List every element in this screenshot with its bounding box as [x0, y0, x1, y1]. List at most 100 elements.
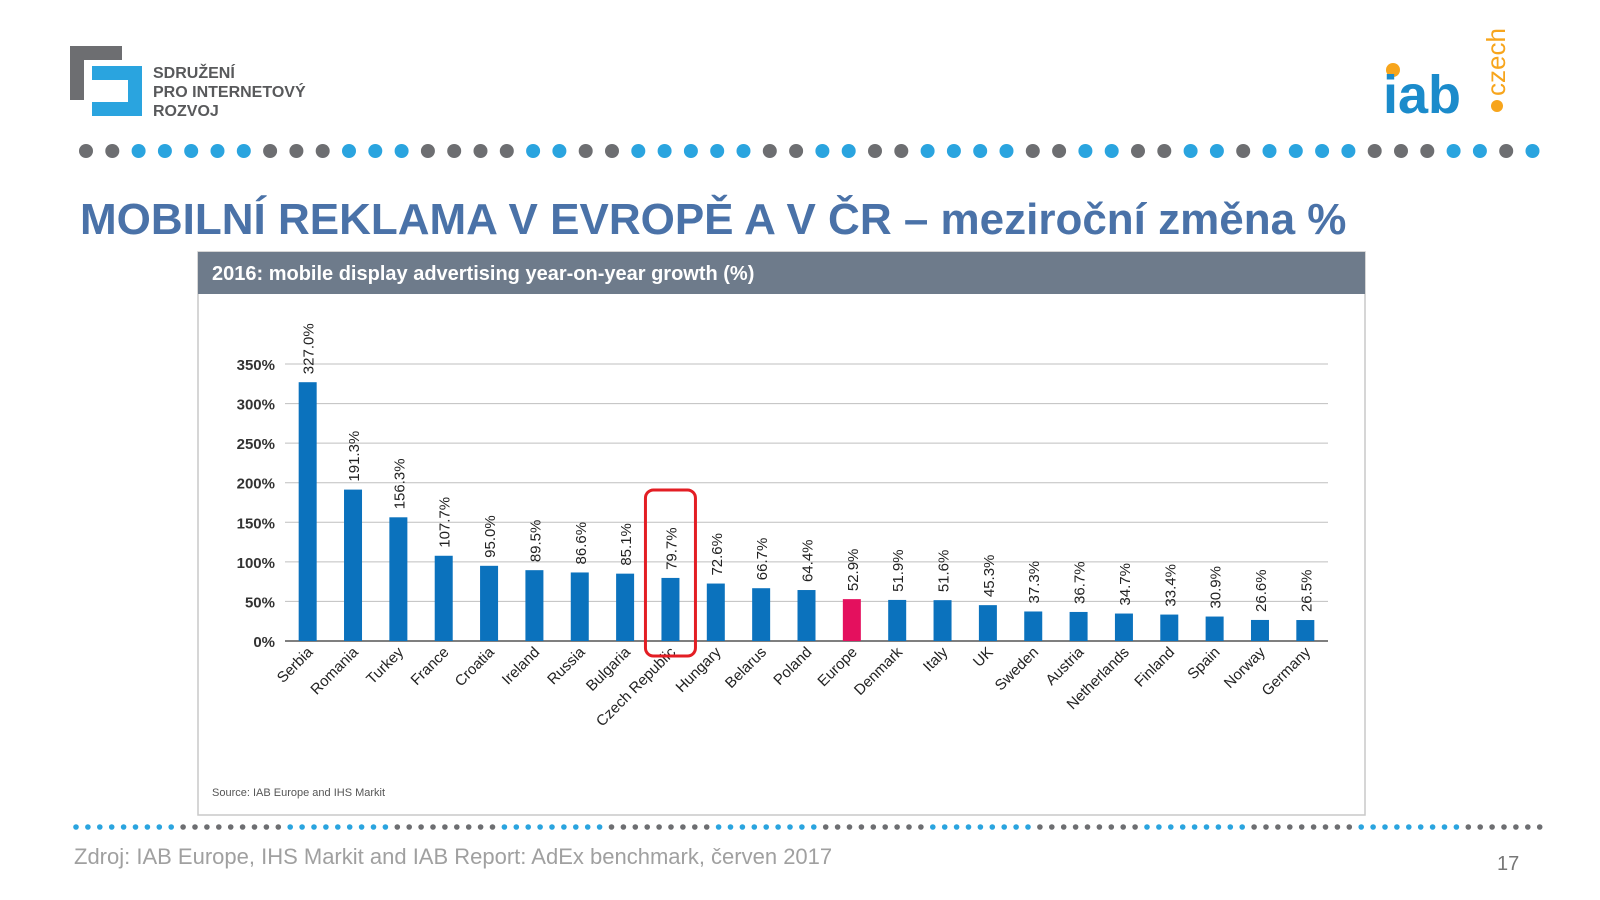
divider-dot — [1025, 824, 1031, 830]
bar — [706, 583, 725, 641]
divider-dot — [561, 824, 567, 830]
divider-dot — [85, 824, 91, 830]
divider-dot — [1322, 824, 1329, 830]
bar — [1205, 616, 1224, 641]
divider-dot — [584, 824, 591, 830]
divider-dot — [1341, 144, 1356, 158]
value-label: 51.9% — [890, 549, 907, 592]
divider-dot — [108, 824, 115, 830]
divider-dot — [1370, 824, 1376, 830]
divider-dot — [382, 824, 389, 830]
divider-dot — [834, 824, 841, 830]
divider-dot — [358, 824, 365, 830]
divider-dot — [97, 824, 103, 830]
value-label: 156.3% — [391, 458, 408, 509]
divider-dot — [1096, 824, 1103, 830]
divider-dot — [311, 824, 317, 830]
divider-dot — [1287, 824, 1293, 830]
divider-dot — [204, 824, 210, 830]
divider-dot — [105, 144, 120, 158]
y-tick-label: 250% — [237, 436, 275, 453]
divider-dot — [1157, 144, 1172, 158]
divider-dot — [549, 824, 555, 830]
bar — [389, 517, 408, 641]
divider-dot — [1209, 144, 1224, 158]
value-label: 72.6% — [709, 533, 726, 576]
logo-dot — [1491, 100, 1503, 112]
divider-dot — [946, 144, 961, 158]
bar — [1296, 620, 1315, 641]
bar — [752, 588, 771, 641]
divider-dot — [370, 824, 377, 830]
divider-dot — [1104, 144, 1119, 158]
divider-dot — [822, 824, 829, 830]
divider-dot — [525, 824, 531, 830]
divider-dot — [1465, 824, 1472, 830]
plot: 0%50%100%150%200%250%300%350% 327.0%Serbi… — [237, 323, 1328, 730]
bar — [797, 590, 816, 641]
divider-dot — [499, 144, 514, 158]
divider-dot — [1441, 824, 1448, 830]
value-label: 34.7% — [1117, 563, 1134, 606]
divider-dot — [631, 144, 646, 158]
divider-dot — [906, 824, 912, 830]
divider-dot — [1536, 824, 1543, 830]
divider-dot — [323, 824, 329, 830]
bar — [525, 570, 544, 641]
divider-dot — [394, 824, 401, 830]
divider-dot — [1334, 824, 1341, 830]
value-label: 95.0% — [482, 515, 499, 558]
divider-dot — [73, 824, 79, 830]
divider-dot — [144, 824, 151, 830]
slide-title: MOBILNÍ REKLAMA V EVROPĚ A V ČR – meziro… — [80, 193, 1346, 244]
divider-dot — [989, 824, 996, 830]
bar — [1160, 614, 1179, 641]
divider-dot — [1132, 824, 1138, 830]
divider-dot — [620, 824, 627, 830]
divider-dot — [1078, 144, 1093, 158]
divider-dot — [870, 824, 877, 830]
divider-dot — [1367, 144, 1382, 158]
divider-dot — [180, 824, 186, 830]
bar — [888, 599, 907, 641]
divider-dot — [1108, 824, 1115, 830]
divider-dot — [999, 144, 1014, 158]
divider-dot — [346, 824, 353, 830]
divider-dot — [236, 144, 251, 158]
divider-dot — [420, 144, 435, 158]
divider-dot — [537, 824, 543, 830]
divider-dot — [1179, 824, 1186, 830]
divider-dot — [815, 144, 830, 158]
logo-text: czech — [1481, 28, 1511, 96]
divider-dot — [1501, 824, 1507, 830]
divider-dot — [715, 824, 722, 830]
divider-dot — [1131, 144, 1145, 158]
logo-text: iab — [1383, 65, 1461, 125]
divider-dot — [656, 824, 662, 830]
y-tick-label: 100% — [237, 555, 275, 572]
value-label: 37.3% — [1026, 561, 1043, 604]
divider-dot — [1191, 824, 1198, 830]
logo-left: SDRUŽENÍ PRO INTERNETOVÝ ROZVOJ — [70, 46, 306, 120]
divider — [73, 824, 1543, 830]
logo-text: PRO INTERNETOVÝ — [153, 82, 306, 101]
bar — [298, 382, 317, 641]
divider-dot — [1025, 144, 1040, 158]
value-label: 64.4% — [800, 539, 817, 582]
divider-dot — [789, 144, 804, 158]
divider-dot — [526, 144, 541, 158]
divider-dot — [465, 824, 472, 830]
divider-dot — [406, 824, 413, 830]
divider-dot — [1156, 824, 1162, 830]
divider-dot — [120, 824, 127, 830]
divider-dot — [1394, 144, 1408, 158]
divider-dot — [1472, 144, 1487, 158]
bar — [842, 599, 861, 641]
divider-dot — [953, 824, 960, 830]
divider-dot — [894, 824, 900, 830]
divider-dot — [657, 144, 672, 158]
divider-dot — [263, 824, 270, 830]
footer-source: Zdroj: IAB Europe, IHS Markit and IAB Re… — [74, 844, 832, 869]
divider-dot — [1446, 144, 1461, 158]
